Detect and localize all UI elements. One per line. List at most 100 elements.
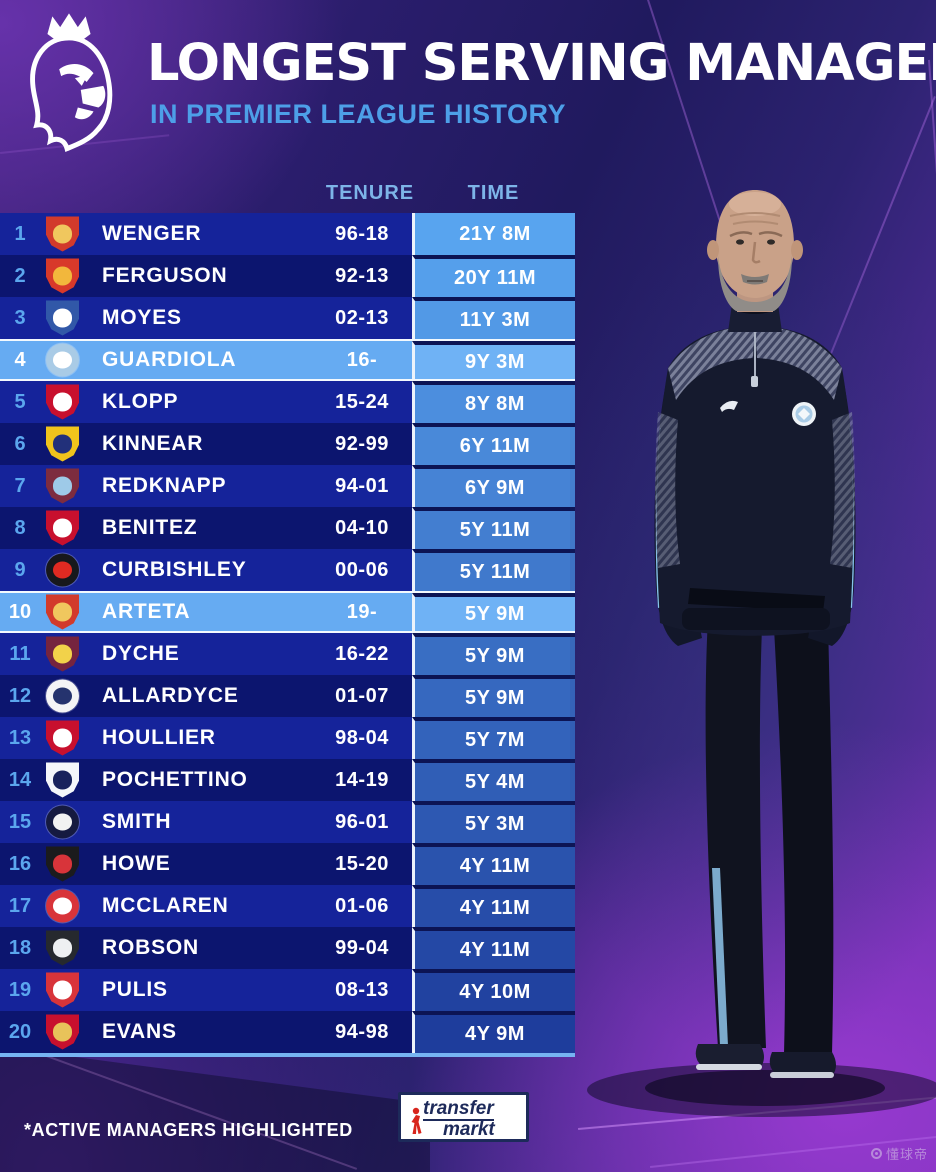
time-cell: 4Y 9M	[412, 1011, 575, 1053]
manager-name: GUARDIOLA	[102, 348, 237, 371]
table-row: 4 GUARDIOLA 16- 9Y 3M	[0, 339, 575, 381]
premier-league-lion-icon	[20, 8, 118, 161]
club-badge	[46, 426, 79, 462]
time-cell: 4Y 11M	[412, 843, 575, 885]
table-row: 16 HOWE 15-20 4Y 11M	[0, 843, 575, 885]
time-cell: 4Y 11M	[412, 885, 575, 927]
rank-cell: 7	[14, 474, 26, 497]
club-badge	[46, 805, 79, 839]
manager-name: ROBSON	[102, 936, 199, 959]
manager-name: KLOPP	[102, 390, 179, 413]
tenure-cell: 15-24	[335, 390, 389, 413]
club-badge	[46, 889, 79, 923]
time-cell: 20Y 11M	[412, 255, 575, 297]
table-row: 20 EVANS 94-98 4Y 9M	[0, 1011, 575, 1053]
manager-name: HOWE	[102, 852, 171, 875]
time-cell: 11Y 3M	[412, 297, 575, 339]
table-row: 14 POCHETTINO 14-19 5Y 4M	[0, 759, 575, 801]
table-row: 3 MOYES 02-13 11Y 3M	[0, 297, 575, 339]
rank-cell: 18	[8, 936, 32, 959]
club-badge	[46, 553, 79, 587]
tenure-cell: 92-13	[335, 264, 389, 287]
manager-name: ALLARDYCE	[102, 684, 239, 707]
time-cell: 5Y 9M	[412, 675, 575, 717]
red-footballer-icon	[409, 1107, 423, 1141]
club-badge	[46, 468, 79, 504]
gear-circle-icon	[870, 1148, 882, 1159]
time-cell: 5Y 7M	[412, 717, 575, 759]
manager-name: DYCHE	[102, 642, 180, 665]
table-row: 13 HOULLIER 98-04 5Y 7M	[0, 717, 575, 759]
rank-cell: 13	[8, 726, 32, 749]
manager-name: BENITEZ	[102, 516, 198, 539]
managers-table: 1 WENGER 96-18 21Y 8M 2 FERGUSON 92-13 20Y 11M 3…	[0, 213, 575, 1053]
time-cell: 21Y 8M	[412, 213, 575, 255]
time-cell: 6Y 11M	[412, 423, 575, 465]
rank-cell: 2	[14, 264, 26, 287]
club-badge	[46, 300, 79, 336]
manager-name: FERGUSON	[102, 264, 228, 287]
time-cell: 5Y 9M	[412, 593, 575, 631]
club-badge	[46, 930, 79, 966]
tenure-cell: 19-	[346, 600, 378, 623]
tenure-cell: 14-19	[335, 768, 389, 791]
table-row: 19 PULIS 08-13 4Y 10M	[0, 969, 575, 1011]
active-managers-note: *ACTIVE MANAGERS HIGHLIGHTED	[24, 1120, 353, 1140]
tenure-cell: 15-20	[335, 852, 389, 875]
club-badge	[46, 510, 79, 546]
club-badge	[46, 720, 79, 756]
transfermarkt-logo-text-top: transfer	[423, 1098, 494, 1121]
rank-cell: 17	[8, 894, 32, 917]
manager-name: POCHETTINO	[102, 768, 248, 791]
rank-cell: 1	[14, 222, 26, 245]
time-cell: 5Y 11M	[412, 549, 575, 591]
table-row: 2 FERGUSON 92-13 20Y 11M	[0, 255, 575, 297]
manager-name: MOYES	[102, 306, 182, 329]
club-badge	[46, 972, 79, 1008]
club-badge	[46, 679, 79, 713]
time-cell: 5Y 4M	[412, 759, 575, 801]
club-badge	[46, 343, 79, 377]
tenure-cell: 16-	[346, 348, 378, 371]
tenure-cell: 00-06	[335, 558, 389, 581]
rank-cell: 15	[8, 810, 32, 833]
club-badge	[46, 594, 79, 630]
tenure-cell: 04-10	[335, 516, 389, 539]
table-row: 1 WENGER 96-18 21Y 8M	[0, 213, 575, 255]
manager-name: KINNEAR	[102, 432, 204, 455]
table-row: 17 MCCLAREN 01-06 4Y 11M	[0, 885, 575, 927]
rank-cell: 10	[8, 600, 32, 623]
tenure-cell: 98-04	[335, 726, 389, 749]
manager-name: MCCLAREN	[102, 894, 229, 917]
club-badge	[46, 846, 79, 882]
tenure-cell: 99-04	[335, 936, 389, 959]
tenure-cell: 94-98	[335, 1020, 389, 1043]
club-badge	[46, 762, 79, 798]
table-row: 18 ROBSON 99-04 4Y 11M	[0, 927, 575, 969]
tenure-cell: 96-18	[335, 222, 389, 245]
rank-cell: 20	[8, 1020, 32, 1043]
time-cell: 8Y 8M	[412, 381, 575, 423]
manager-name: REDKNAPP	[102, 474, 227, 497]
tenure-cell: 08-13	[335, 978, 389, 1001]
rank-cell: 14	[8, 768, 32, 791]
table-bottom-border	[0, 1053, 575, 1057]
watermark: 懂球帝	[870, 1144, 928, 1163]
time-cell: 5Y 11M	[412, 507, 575, 549]
rank-cell: 5	[14, 390, 26, 413]
manager-name: WENGER	[102, 222, 202, 245]
club-badge	[46, 216, 79, 252]
tenure-cell: 16-22	[335, 642, 389, 665]
tenure-cell: 92-99	[335, 432, 389, 455]
page-subtitle: IN PREMIER LEAGUE HISTORY	[150, 99, 567, 129]
table-row: 8 BENITEZ 04-10 5Y 11M	[0, 507, 575, 549]
tenure-cell: 01-06	[335, 894, 389, 917]
table-row: 15 SMITH 96-01 5Y 3M	[0, 801, 575, 843]
watermark-text: 懂球帝	[885, 1147, 928, 1162]
manager-name: EVANS	[102, 1020, 177, 1043]
column-header-tenure: TENURE	[325, 182, 415, 204]
transfermarkt-logo-text-bottom: markt	[443, 1119, 495, 1140]
manager-name: SMITH	[102, 810, 172, 833]
time-cell: 5Y 9M	[412, 633, 575, 675]
